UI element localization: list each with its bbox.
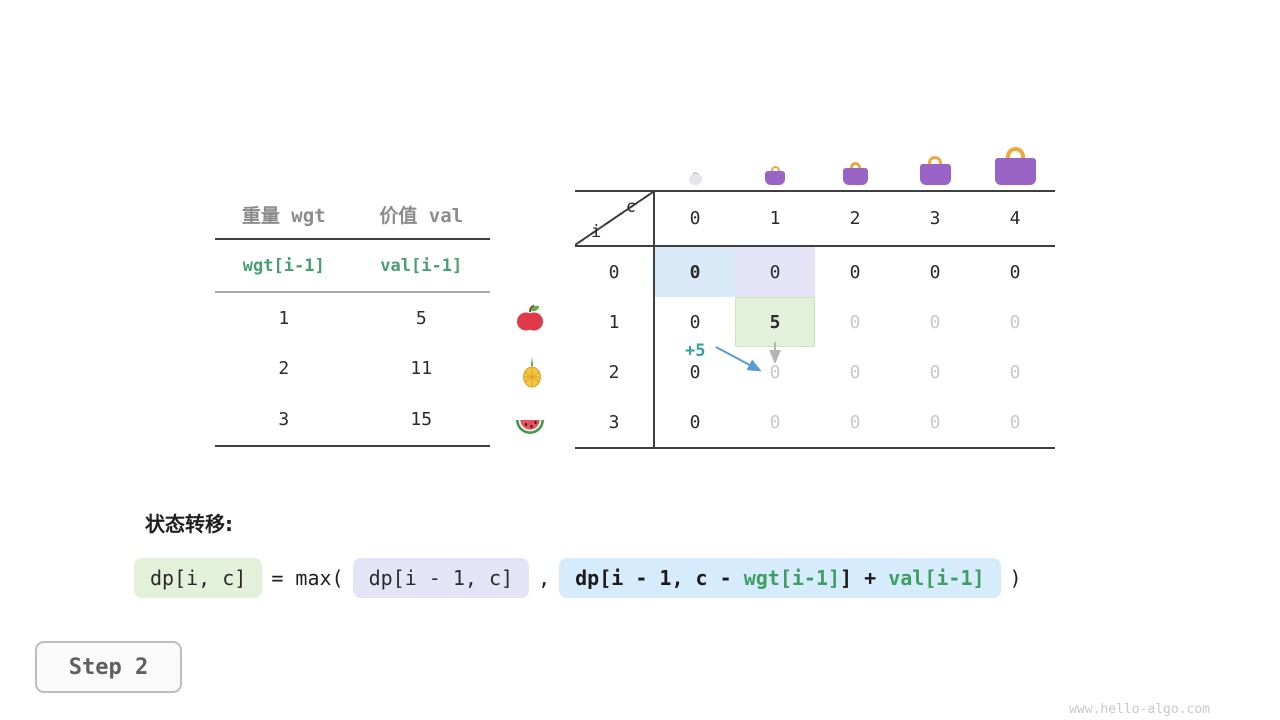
bag-capacity-4-icon bbox=[994, 147, 1036, 185]
bag-capacity-1-icon bbox=[765, 166, 785, 185]
bag-capacity-3-icon bbox=[919, 156, 951, 185]
item-row-3: 3 15 bbox=[215, 394, 490, 445]
dp-cell: 0 bbox=[1009, 411, 1021, 433]
bag-capacity-0-icon bbox=[688, 172, 702, 185]
watermelon-icon bbox=[513, 407, 545, 439]
dp-cell: 0 bbox=[689, 411, 701, 433]
formula-equals-max: = max( bbox=[271, 566, 344, 590]
items-table: 重量 wgt 价值 val wgt[i-1] val[i-1] 1 5 2 11… bbox=[215, 190, 490, 447]
item-2-value: 11 bbox=[410, 358, 433, 380]
formula-take-item-chip: dp[i - 1, c - wgt[i-1]] + val[i-1] bbox=[559, 558, 1001, 598]
capacity-bags-row bbox=[575, 130, 1055, 190]
dp-cell: 0 bbox=[1009, 361, 1021, 383]
item-axis-label: i bbox=[591, 222, 602, 242]
dp-cell: 0 bbox=[849, 261, 861, 283]
formula-close-paren: ) bbox=[1009, 566, 1022, 590]
dp-cell: 0 bbox=[849, 311, 861, 333]
dp-row-header: 3 bbox=[575, 397, 655, 447]
dp-col-header: 1 bbox=[735, 192, 815, 247]
apple-icon bbox=[514, 303, 546, 335]
state-transition-formula: dp[i, c] = max( dp[i - 1, c] , dp[i - 1,… bbox=[134, 558, 1022, 598]
step-badge-label: Step 2 bbox=[68, 654, 149, 680]
dp-cell: 0 bbox=[929, 261, 941, 283]
site-watermark: www.hello-algo.com bbox=[1069, 702, 1210, 717]
formula-dark-term: ] + bbox=[840, 566, 889, 590]
dp-cell: 0 bbox=[849, 411, 861, 433]
dp-cell: 0 bbox=[769, 361, 781, 383]
dp-row-header: 0 bbox=[575, 247, 655, 297]
dp-cell: 0 bbox=[929, 411, 941, 433]
item-3-value: 15 bbox=[410, 408, 433, 430]
item-1-value: 5 bbox=[415, 307, 427, 329]
dp-cell: 0 bbox=[769, 411, 781, 433]
dp-cell: 0 bbox=[849, 361, 861, 383]
formula-dp-current-chip: dp[i, c] bbox=[134, 558, 263, 598]
dp-cell: 0 bbox=[655, 247, 735, 297]
item-1-weight: 1 bbox=[278, 307, 290, 329]
wgt-variable-label: wgt[i-1] bbox=[242, 255, 325, 276]
weight-column-header: 重量 wgt bbox=[241, 204, 326, 227]
dp-cell: 0 bbox=[929, 311, 941, 333]
formula-dark-term: dp[i - 1, c - bbox=[575, 566, 744, 590]
dp-col-header: 4 bbox=[975, 192, 1055, 247]
items-table-header: 重量 wgt 价值 val bbox=[215, 190, 490, 240]
dp-col-header: 2 bbox=[815, 192, 895, 247]
formula-green-term: wgt[i-1] bbox=[743, 566, 841, 590]
dp-cell: 0 bbox=[689, 361, 701, 383]
dp-row-header: 1 bbox=[575, 297, 655, 347]
dp-cell: 0 bbox=[1009, 261, 1021, 283]
item-2-weight: 2 bbox=[278, 358, 290, 380]
step-badge: Step 2 bbox=[35, 641, 182, 693]
dp-cell: 0 bbox=[735, 247, 815, 297]
dp-cell: 5 bbox=[735, 297, 815, 347]
formula-comma: , bbox=[538, 566, 551, 590]
item-row-2: 2 11 bbox=[215, 344, 490, 395]
formula-green-term: val[i-1] bbox=[888, 566, 985, 590]
dp-cell: 0 bbox=[689, 311, 701, 333]
state-transition-label: 状态转移: bbox=[145, 512, 233, 536]
val-variable-label: val[i-1] bbox=[380, 255, 463, 276]
dp-cell: 0 bbox=[1009, 311, 1021, 333]
dp-col-header: 3 bbox=[895, 192, 975, 247]
item-row-1: 1 5 bbox=[215, 293, 490, 344]
capacity-axis-label: c bbox=[625, 197, 636, 217]
dp-col-header: 0 bbox=[655, 192, 735, 247]
item-3-weight: 3 bbox=[278, 408, 290, 430]
dp-row-header: 2 bbox=[575, 347, 655, 397]
bag-capacity-2-icon bbox=[842, 162, 868, 185]
formula-skip-item-chip: dp[i - 1, c] bbox=[352, 558, 530, 598]
pineapple-icon bbox=[516, 356, 548, 388]
dp-cell: 0 bbox=[929, 361, 941, 383]
dp-corner-cell: c i bbox=[575, 192, 655, 247]
items-table-variable-row: wgt[i-1] val[i-1] bbox=[215, 240, 490, 293]
value-column-header: 价值 val bbox=[379, 204, 464, 227]
added-value-annotation: +5 bbox=[685, 341, 706, 361]
